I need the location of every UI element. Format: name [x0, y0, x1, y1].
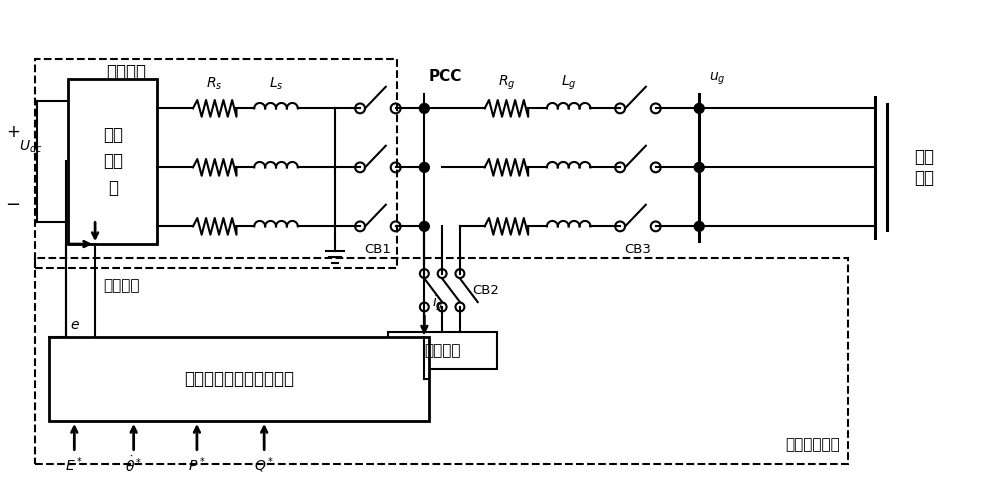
Circle shape	[694, 163, 704, 172]
Text: $e$: $e$	[70, 317, 80, 331]
Text: $E^*$: $E^*$	[65, 455, 83, 474]
Text: $u_g$: $u_g$	[709, 70, 725, 87]
Text: 功率模块: 功率模块	[106, 63, 146, 81]
Text: $Q^*$: $Q^*$	[254, 455, 274, 475]
Bar	[68, 79, 157, 244]
Text: 电气控制模块: 电气控制模块	[785, 437, 840, 452]
Text: $L_s$: $L_s$	[269, 75, 283, 92]
Bar	[35, 258, 848, 464]
Bar	[35, 59, 397, 268]
Circle shape	[419, 163, 429, 172]
Text: 本地负载: 本地负载	[424, 343, 460, 358]
Text: CB2: CB2	[472, 284, 499, 297]
Text: $-$: $-$	[5, 194, 21, 212]
Text: $R_g$: $R_g$	[498, 73, 515, 92]
Text: $i_g$: $i_g$	[432, 294, 444, 313]
Circle shape	[419, 104, 429, 113]
Circle shape	[694, 104, 704, 113]
Circle shape	[694, 221, 704, 231]
Text: CB1: CB1	[364, 243, 391, 256]
Text: 三相
逆变
桥: 三相 逆变 桥	[103, 126, 123, 197]
Circle shape	[419, 221, 429, 231]
Text: $P^*$: $P^*$	[188, 455, 206, 474]
Text: $\dot{\theta}^*$: $\dot{\theta}^*$	[125, 455, 142, 475]
Text: +: +	[6, 123, 20, 141]
Bar	[388, 331, 497, 369]
Text: $U_{dc}$: $U_{dc}$	[19, 138, 43, 155]
Text: $R_s$: $R_s$	[206, 75, 223, 92]
Text: $L_g$: $L_g$	[561, 73, 576, 92]
Bar	[49, 337, 429, 421]
Text: 公共
电网: 公共 电网	[915, 148, 935, 187]
Text: 虚拟同步逆变器控制单元: 虚拟同步逆变器控制单元	[184, 370, 294, 388]
Text: PCC: PCC	[428, 69, 462, 84]
Text: 驱动信号: 驱动信号	[103, 278, 139, 293]
Text: CB3: CB3	[624, 243, 651, 256]
